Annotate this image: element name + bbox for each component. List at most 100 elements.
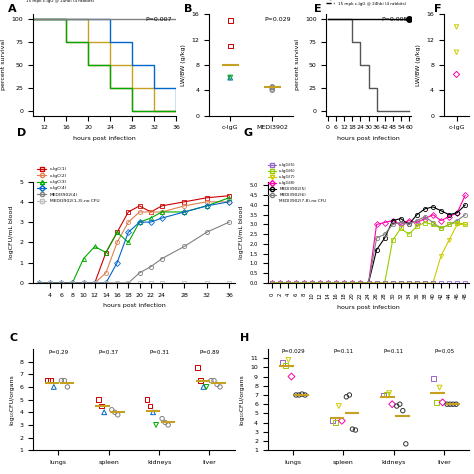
Y-axis label: log₁₀CFU/organs: log₁₀CFU/organs — [9, 374, 14, 425]
Point — [227, 17, 234, 24]
Point — [210, 377, 218, 384]
Point — [285, 356, 292, 364]
Point — [161, 419, 169, 426]
Text: H: H — [239, 333, 249, 343]
Text: C: C — [9, 333, 17, 343]
Point — [143, 396, 151, 403]
Y-axis label: LW/BW (g/kg): LW/BW (g/kg) — [416, 44, 420, 86]
Point — [100, 409, 108, 416]
Text: E: E — [314, 4, 321, 14]
Point — [282, 362, 289, 369]
Text: P=0.89: P=0.89 — [200, 350, 219, 355]
Point — [94, 396, 102, 403]
Point — [108, 406, 116, 413]
Point — [58, 377, 65, 384]
Legend: c-IgG(5), c-IgG(6), c-IgG(7), c-IgG(8), MEDI3902(5), MEDI3902(6), MEDI3902(7-8)-: c-IgG(5), c-IgG(6), c-IgG(7), c-IgG(8), … — [266, 161, 328, 205]
Point — [433, 399, 440, 406]
Text: F: F — [434, 4, 441, 14]
Point — [44, 377, 52, 384]
Y-axis label: logCFU/mL blood: logCFU/mL blood — [9, 206, 14, 259]
X-axis label: hours post infection: hours post infection — [337, 136, 400, 141]
Point — [149, 409, 157, 416]
Point — [453, 71, 460, 78]
Point — [47, 377, 55, 384]
Y-axis label: logCFU/mL blood: logCFU/mL blood — [239, 206, 244, 259]
X-axis label: hours post infection: hours post infection — [73, 136, 136, 141]
Text: P=0.37: P=0.37 — [99, 350, 119, 355]
Point — [50, 383, 58, 391]
Point — [343, 393, 350, 401]
Point — [439, 399, 447, 406]
X-axis label: hours post infection: hours post infection — [337, 305, 400, 310]
Point — [301, 391, 309, 399]
Point — [268, 83, 276, 91]
Point — [193, 364, 201, 372]
Text: P=0.11: P=0.11 — [383, 348, 404, 354]
Y-axis label: log₁₀CFU/organs: log₁₀CFU/organs — [240, 374, 245, 425]
Point — [393, 402, 401, 410]
Point — [430, 374, 438, 382]
Text: P=0.31: P=0.31 — [149, 350, 169, 355]
Point — [292, 391, 300, 399]
Point — [348, 425, 356, 433]
Point — [216, 383, 224, 391]
Point — [335, 402, 343, 410]
Point — [268, 85, 276, 93]
Text: P=0.029: P=0.029 — [264, 17, 291, 22]
Point — [396, 401, 403, 408]
Point — [200, 383, 207, 391]
Point — [268, 86, 276, 94]
Point — [213, 381, 221, 388]
Text: P=0.029: P=0.029 — [281, 348, 305, 354]
Text: D: D — [17, 128, 27, 138]
Text: 15 mpk c-IgG @ 24hbi (4 rabbits): 15 mpk c-IgG @ 24hbi (4 rabbits) — [26, 0, 94, 3]
Point — [383, 390, 390, 398]
Point — [385, 389, 393, 397]
Point — [158, 415, 166, 422]
Point — [449, 401, 457, 408]
Point — [453, 48, 460, 56]
Point — [97, 402, 105, 410]
Point — [443, 401, 451, 408]
Legend: 15 mpk MEDI3902 @ 24hbi (4 rabbits), 15 mpk c-IgG @ 24hbi (4 rabbits): 15 mpk MEDI3902 @ 24hbi (4 rabbits), 15 … — [324, 0, 418, 8]
Point — [379, 391, 387, 399]
Point — [203, 383, 210, 391]
Point — [268, 83, 276, 91]
Point — [295, 391, 303, 399]
Point — [207, 377, 215, 384]
Text: P=0.29: P=0.29 — [48, 350, 68, 355]
Point — [399, 407, 407, 414]
Point — [146, 402, 154, 410]
Point — [288, 373, 295, 380]
Point — [114, 411, 122, 419]
Point — [164, 421, 172, 429]
Point — [447, 401, 454, 408]
Point — [227, 42, 234, 50]
Point — [227, 74, 234, 82]
Point — [279, 359, 286, 366]
Point — [402, 440, 410, 447]
Point — [352, 426, 359, 434]
Text: P=0.005: P=0.005 — [382, 17, 408, 22]
Text: P=0.007: P=0.007 — [145, 17, 172, 22]
Point — [268, 83, 276, 91]
Point — [388, 401, 396, 408]
Y-axis label: percent survival: percent survival — [294, 39, 300, 91]
Y-axis label: LW/BW (g/kg): LW/BW (g/kg) — [181, 44, 186, 86]
Y-axis label: percent survival: percent survival — [1, 39, 6, 91]
Point — [152, 421, 160, 429]
Text: A: A — [8, 4, 16, 14]
Point — [61, 377, 68, 384]
Point — [436, 384, 443, 392]
Point — [346, 391, 353, 399]
Point — [197, 377, 204, 384]
Point — [329, 417, 337, 425]
Text: P=0.11: P=0.11 — [333, 348, 354, 354]
Legend: c-IgC(1), c-IgC(2), c-IgC(3), c-IgC(4), MEDI3902(4), MEDI3902(1-3)-no CFU: c-IgC(1), c-IgC(2), c-IgC(3), c-IgC(4), … — [36, 165, 101, 205]
Point — [227, 74, 234, 82]
Point — [452, 401, 460, 408]
Text: G: G — [244, 128, 253, 138]
Point — [332, 419, 339, 427]
Point — [298, 390, 306, 398]
Point — [338, 417, 346, 425]
